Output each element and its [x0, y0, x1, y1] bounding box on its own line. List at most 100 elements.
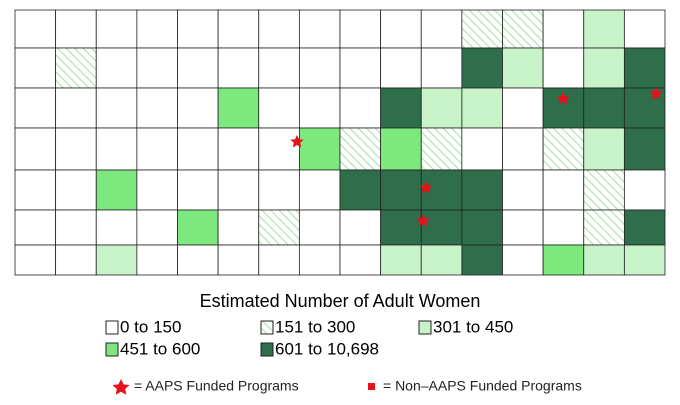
county	[136, 9, 178, 49]
legend-swatch	[260, 342, 274, 357]
county	[623, 209, 666, 246]
county	[177, 209, 219, 246]
program-star	[419, 181, 433, 194]
county	[623, 244, 666, 276]
county	[502, 127, 544, 171]
program-star	[290, 135, 304, 148]
county	[217, 209, 260, 246]
program-star	[649, 87, 663, 100]
county	[258, 169, 300, 211]
county	[623, 169, 666, 211]
legend-swatch	[260, 320, 274, 335]
county	[258, 209, 300, 246]
county	[583, 127, 625, 171]
county	[502, 244, 544, 276]
county	[339, 169, 382, 211]
county	[380, 9, 422, 49]
county	[542, 9, 585, 49]
legend-swatch	[418, 320, 432, 335]
legend-label: 0 to 150	[120, 317, 181, 336]
county	[95, 244, 138, 276]
county	[380, 47, 422, 89]
county	[217, 47, 260, 89]
county	[339, 9, 382, 49]
county	[542, 47, 585, 89]
county	[298, 209, 341, 246]
county	[420, 9, 463, 49]
county	[420, 47, 463, 89]
county	[502, 209, 544, 246]
county	[380, 127, 422, 171]
legend-label: 601 to 10,698	[275, 339, 379, 358]
county	[258, 87, 300, 129]
county	[217, 127, 260, 171]
county	[258, 244, 300, 276]
county	[95, 169, 138, 211]
county	[217, 169, 260, 211]
county	[542, 244, 585, 276]
county	[298, 169, 341, 211]
county	[583, 47, 625, 89]
county	[14, 87, 57, 129]
county	[55, 127, 97, 171]
county	[339, 127, 382, 171]
county	[583, 87, 625, 129]
county	[14, 127, 57, 171]
legend-swatch	[105, 342, 119, 357]
county	[420, 244, 463, 276]
county	[217, 87, 260, 129]
county	[583, 9, 625, 49]
county	[95, 209, 138, 246]
program-star	[556, 92, 570, 105]
county	[461, 244, 503, 276]
county	[542, 209, 585, 246]
county	[502, 47, 544, 89]
county	[298, 244, 341, 276]
county	[177, 127, 219, 171]
county	[420, 87, 463, 129]
county	[298, 87, 341, 129]
county	[583, 244, 625, 276]
county	[461, 9, 503, 49]
county	[461, 127, 503, 171]
county	[583, 169, 625, 211]
county	[136, 244, 178, 276]
county	[136, 209, 178, 246]
county	[420, 127, 463, 171]
county	[542, 127, 585, 171]
county	[177, 169, 219, 211]
county	[380, 209, 422, 246]
county	[14, 244, 57, 276]
county	[217, 9, 260, 49]
legend-label: 151 to 300	[275, 317, 355, 336]
county	[177, 47, 219, 89]
county	[136, 87, 178, 129]
county	[95, 47, 138, 89]
legend-title: Estimated Number of Adult Women	[200, 291, 481, 311]
county	[339, 47, 382, 89]
aaps-star-icon	[112, 379, 130, 395]
county	[623, 47, 666, 89]
county	[55, 87, 97, 129]
county	[380, 244, 422, 276]
program-star	[416, 214, 430, 227]
county	[136, 169, 178, 211]
legend: 0 to 150 151 to 300 301 to 450 451 to 600 60…	[105, 317, 513, 358]
county	[461, 209, 503, 246]
county	[339, 87, 382, 129]
county	[14, 47, 57, 89]
county	[95, 87, 138, 129]
county	[14, 169, 57, 211]
county	[55, 47, 97, 89]
county	[380, 169, 422, 211]
county	[258, 9, 300, 49]
county	[177, 87, 219, 129]
county	[136, 47, 178, 89]
county	[14, 9, 57, 49]
county	[217, 244, 260, 276]
county	[298, 47, 341, 89]
legend-label: 451 to 600	[120, 339, 200, 358]
county	[258, 47, 300, 89]
legend-swatch	[105, 320, 119, 335]
county	[298, 9, 341, 49]
